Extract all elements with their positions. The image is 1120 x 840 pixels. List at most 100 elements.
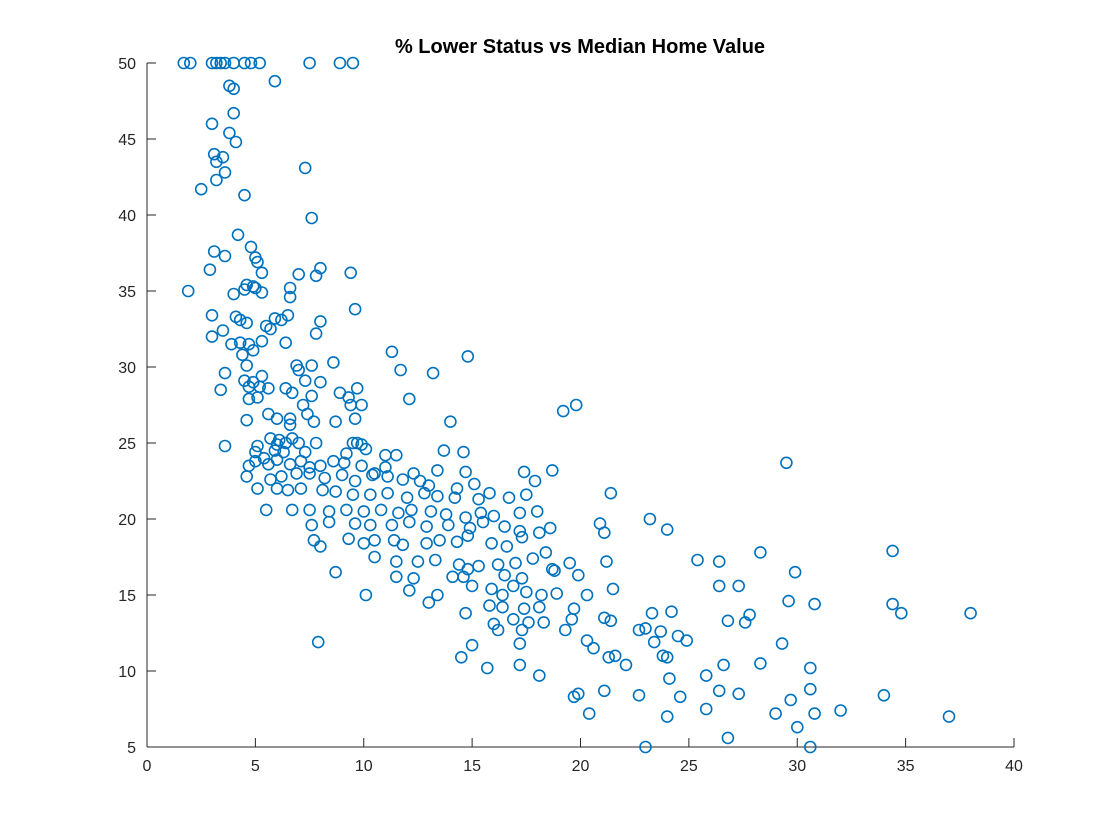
data-point <box>389 555 403 568</box>
data-point <box>240 359 253 372</box>
data-point <box>461 350 475 363</box>
data-point <box>660 523 674 536</box>
data-point <box>389 570 403 584</box>
data-point <box>463 521 477 535</box>
data-point <box>285 503 299 517</box>
data-point <box>535 588 548 602</box>
data-point <box>216 150 230 164</box>
data-point <box>717 658 730 672</box>
data-point <box>233 313 247 327</box>
data-point <box>355 398 368 412</box>
data-point <box>279 381 293 395</box>
data-point <box>788 565 802 579</box>
data-point <box>246 343 260 357</box>
chart-title: % Lower Status vs Median Home Value <box>395 36 765 58</box>
data-point <box>316 483 329 497</box>
data-point <box>385 345 399 359</box>
data-point <box>448 491 462 505</box>
data-point <box>255 286 269 299</box>
data-point <box>309 436 323 450</box>
data-point <box>454 650 468 664</box>
data-point <box>270 453 284 467</box>
data-point <box>732 579 746 593</box>
data-point <box>721 614 735 628</box>
data-point <box>305 389 319 403</box>
data-point <box>255 266 269 280</box>
data-point <box>877 688 891 702</box>
data-point <box>305 211 319 225</box>
data-point <box>233 336 247 350</box>
data-point <box>231 228 245 242</box>
data-point <box>333 56 347 70</box>
data-point <box>181 284 195 298</box>
data-point <box>264 322 277 336</box>
data-point <box>251 391 264 404</box>
data-point <box>472 559 485 573</box>
data-point <box>314 540 327 553</box>
data-point <box>396 538 410 552</box>
data-point <box>342 532 355 546</box>
data-point <box>350 381 364 395</box>
data-point <box>268 444 282 457</box>
data-point <box>218 366 232 380</box>
data-point <box>392 506 405 520</box>
data-point <box>515 571 529 585</box>
data-point <box>532 669 546 682</box>
data-point <box>803 740 817 754</box>
data-point <box>530 505 544 518</box>
data-point <box>571 568 585 582</box>
data-point <box>346 56 360 70</box>
data-point <box>246 280 260 293</box>
data-point <box>517 465 531 479</box>
data-point <box>249 281 262 295</box>
data-point <box>457 570 470 584</box>
data-point <box>344 266 358 280</box>
data-point <box>242 392 256 406</box>
data-point <box>639 740 652 754</box>
data-point <box>357 505 371 518</box>
data-point <box>457 445 470 459</box>
data-point <box>459 606 472 620</box>
data-point <box>519 488 533 502</box>
data-point <box>281 308 295 322</box>
data-point <box>309 327 323 340</box>
data-point <box>210 56 223 70</box>
data-point <box>673 690 687 704</box>
y-tick-label: 50 <box>118 56 136 73</box>
y-ticks: 5 10 15 20 25 30 35 40 45 50 <box>118 56 156 757</box>
data-point <box>483 486 496 500</box>
data-point <box>396 473 410 486</box>
data-point <box>314 315 327 328</box>
data-point <box>600 555 613 568</box>
data-point <box>660 650 674 664</box>
data-point <box>301 407 314 421</box>
data-point <box>305 359 319 372</box>
y-tick-label: 30 <box>118 360 136 377</box>
data-point <box>964 606 977 620</box>
data-point <box>663 672 676 685</box>
data-point <box>582 707 596 720</box>
data-point <box>262 381 275 395</box>
data-point <box>522 616 535 629</box>
data-point <box>363 488 377 502</box>
data-point <box>528 474 542 488</box>
data-point <box>355 459 368 473</box>
data-point <box>407 571 420 585</box>
data-point <box>359 588 373 602</box>
data-point <box>532 526 546 540</box>
data-point <box>253 56 267 70</box>
data-point <box>357 536 371 550</box>
data-point <box>346 488 360 502</box>
x-tick-label: 15 <box>463 758 481 775</box>
data-point <box>506 579 520 593</box>
data-point <box>472 492 485 506</box>
data-point <box>803 682 817 696</box>
data-point <box>754 657 767 670</box>
data-point <box>210 155 223 169</box>
y-tick-label: 35 <box>118 284 136 301</box>
x-tick-label: 40 <box>1005 758 1023 775</box>
data-point <box>270 412 284 426</box>
data-point <box>513 658 527 672</box>
data-point <box>886 544 899 558</box>
data-point <box>385 518 399 532</box>
